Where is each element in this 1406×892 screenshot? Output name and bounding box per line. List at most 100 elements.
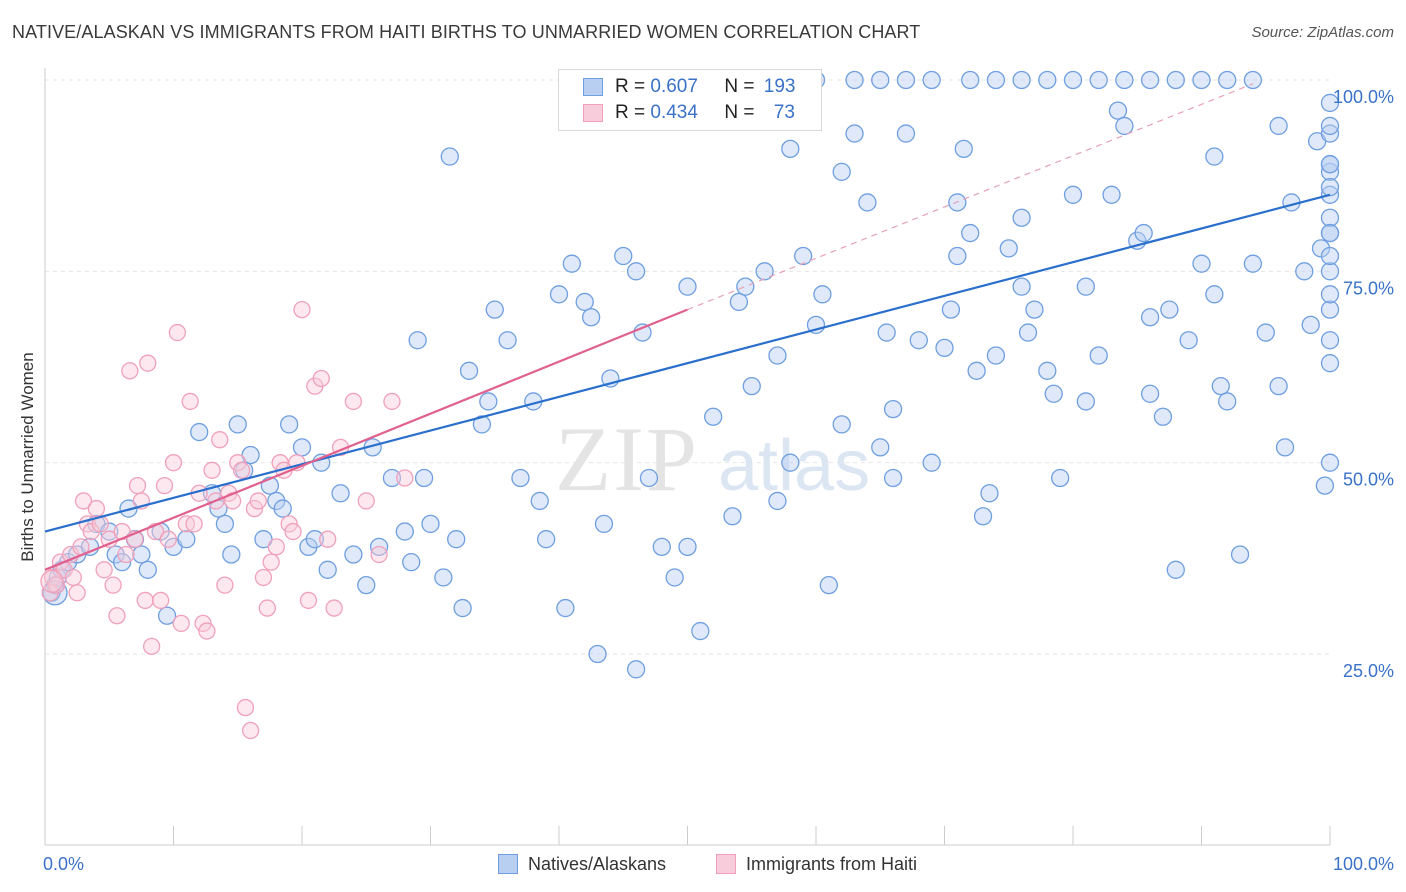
natives-point-117 — [1089, 346, 1108, 365]
natives-point-170 — [1012, 70, 1031, 90]
natives-point-144 — [1320, 354, 1340, 373]
haiti-point-65 — [319, 530, 337, 548]
natives-point-150 — [1320, 124, 1340, 143]
natives-point-145 — [1320, 453, 1340, 472]
natives-point-158 — [1320, 155, 1340, 174]
natives-point-120 — [1115, 116, 1134, 136]
natives-point-26 — [241, 445, 260, 465]
natives-point-106 — [980, 484, 999, 503]
natives-point-155 — [1320, 177, 1340, 197]
natives-point-119 — [1108, 101, 1128, 120]
natives-n-value: 193 — [763, 76, 796, 97]
natives-point-100 — [941, 300, 961, 319]
natives-point-189 — [1205, 147, 1224, 166]
natives-point-185 — [948, 246, 967, 266]
natives-point-95 — [883, 468, 903, 488]
natives-point-38 — [344, 545, 363, 564]
haiti-point-14 — [95, 561, 113, 579]
haiti-point-68 — [344, 392, 363, 411]
haiti-point-49 — [241, 721, 260, 740]
x-tick-label-right: 100.0% — [1333, 854, 1394, 874]
natives-point-55 — [485, 300, 504, 319]
natives-point-136 — [1275, 438, 1295, 457]
natives-points — [42, 70, 1340, 679]
natives-r-value: 0.607 — [650, 76, 698, 97]
natives-point-37 — [331, 484, 350, 503]
natives-point-45 — [408, 331, 427, 350]
haiti-point-62 — [299, 591, 318, 610]
natives-point-183 — [832, 162, 851, 181]
natives-point-98 — [922, 453, 941, 472]
natives-point-191 — [1320, 93, 1340, 113]
natives-point-139 — [1301, 315, 1320, 335]
legend-item-haiti[interactable]: Immigrants from Haiti — [716, 852, 917, 876]
natives-point-46 — [414, 468, 434, 488]
natives-point-60 — [537, 530, 556, 549]
natives-point-16 — [157, 606, 177, 625]
haiti-point-26 — [143, 637, 161, 655]
natives-n-label: N = — [724, 76, 760, 97]
natives-point-172 — [1063, 70, 1083, 90]
natives-point-176 — [1166, 70, 1185, 90]
natives-point-61 — [549, 285, 569, 304]
natives-point-24 — [228, 415, 247, 434]
natives-point-143 — [1320, 162, 1340, 181]
natives-point-156 — [1320, 223, 1340, 243]
natives-point-134 — [1256, 323, 1275, 342]
natives-point-82 — [742, 376, 761, 396]
natives-point-50 — [447, 530, 466, 549]
haiti-point-61 — [293, 300, 311, 319]
natives-point-69 — [614, 246, 633, 266]
natives-point-180 — [626, 262, 646, 281]
natives-point-79 — [723, 507, 742, 526]
natives-point-30 — [273, 499, 292, 518]
natives-point-115 — [1063, 185, 1083, 204]
natives-point-184 — [883, 399, 903, 419]
natives-point-93 — [871, 438, 890, 457]
natives-point-65 — [581, 308, 601, 327]
natives-point-81 — [736, 277, 755, 296]
haiti-point-24 — [136, 591, 154, 610]
haiti-point-30 — [159, 530, 178, 548]
haiti-point-17 — [108, 607, 126, 625]
chart-source: Source: ZipAtlas.com — [1251, 24, 1394, 41]
haiti-swatch — [583, 104, 603, 122]
natives-point-80 — [729, 292, 749, 312]
natives-point-47 — [421, 514, 440, 534]
natives-point-99 — [935, 338, 954, 358]
haiti-point-51 — [249, 492, 267, 510]
natives-point-102 — [954, 139, 973, 159]
natives-point-179 — [1243, 70, 1263, 90]
natives-point-127 — [1179, 331, 1198, 350]
natives-point-96 — [896, 124, 916, 143]
haiti-point-47 — [232, 461, 251, 479]
natives-point-86 — [794, 246, 813, 266]
y-tick-label-2: 75.0% — [1343, 278, 1394, 298]
tick-labels: 25.0% 50.0% 75.0% 100.0% 0.0% 100.0% — [43, 87, 1394, 874]
natives-point-23 — [222, 545, 241, 564]
haiti-point-53 — [258, 599, 276, 617]
haiti-point-28 — [151, 591, 170, 610]
haiti-point-32 — [168, 323, 187, 342]
natives-point-76 — [691, 621, 710, 641]
natives-point-186 — [1012, 277, 1031, 296]
natives-point-18 — [177, 530, 196, 549]
natives-point-42 — [382, 468, 402, 488]
legend-item-natives[interactable]: Natives/Alaskans — [498, 852, 666, 876]
natives-point-52 — [459, 361, 479, 380]
natives-point-39 — [357, 575, 376, 595]
haiti-n-value: 73 — [773, 102, 795, 123]
natives-point-36 — [318, 560, 337, 579]
natives-point-131 — [1218, 392, 1237, 411]
y-tick-label-3: 100.0% — [1333, 87, 1394, 107]
natives-point-154 — [1320, 208, 1340, 227]
haiti-point-40 — [203, 461, 221, 479]
natives-point-124 — [1153, 407, 1173, 426]
natives-point-192 — [781, 139, 800, 159]
haiti-r-value: 0.434 — [650, 102, 698, 123]
haiti-trend-extension — [687, 83, 1254, 311]
natives-point-92 — [858, 193, 877, 212]
natives-point-22 — [215, 514, 235, 534]
natives-point-54 — [479, 392, 498, 411]
